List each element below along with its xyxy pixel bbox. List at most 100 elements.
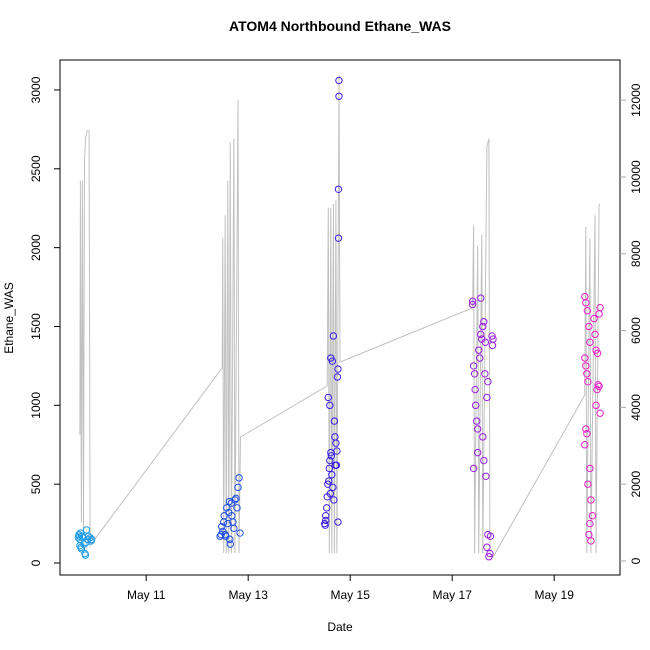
data-point	[333, 373, 342, 381]
data-point	[581, 441, 589, 449]
data-point	[325, 477, 333, 485]
data-point	[232, 494, 240, 503]
data-point	[484, 377, 492, 386]
y2-tick-label: 8000	[629, 240, 643, 267]
data-point	[326, 489, 335, 498]
x-tick-label: May 13	[229, 588, 269, 602]
y2-tick-label: 12000	[629, 83, 643, 117]
data-point	[481, 370, 489, 378]
data-point	[583, 370, 591, 378]
y2-tick-label: 6000	[629, 317, 643, 344]
data-point	[236, 529, 244, 537]
data-point	[582, 362, 590, 370]
data-point	[334, 234, 343, 242]
data-point	[586, 519, 594, 528]
data-point	[591, 330, 599, 339]
data-point	[224, 519, 232, 528]
data-point	[335, 92, 343, 100]
data-point	[480, 456, 488, 465]
data-point	[583, 307, 592, 315]
data-point	[476, 354, 484, 362]
data-point	[584, 480, 592, 488]
data-point	[468, 297, 477, 305]
data-point	[321, 521, 329, 529]
data-point	[326, 456, 334, 465]
data-point	[335, 76, 343, 85]
data-point	[231, 496, 239, 504]
data-point	[486, 549, 494, 558]
data-point	[329, 483, 337, 492]
data-point	[481, 338, 490, 346]
data-point	[596, 409, 604, 417]
data-point	[588, 512, 597, 520]
data-point	[223, 504, 231, 512]
data-point	[327, 452, 336, 460]
data-point	[485, 553, 493, 561]
x-axis-label: Date	[327, 620, 353, 634]
plot-frame	[59, 59, 621, 576]
chart-title: ATOM4 Northbound Ethane_WAS	[229, 18, 451, 34]
data-point	[323, 504, 331, 512]
data-point	[582, 299, 590, 307]
data-point	[333, 447, 341, 455]
data-point	[82, 538, 90, 547]
data-point	[583, 430, 591, 438]
data-point	[234, 483, 242, 492]
data-point	[472, 417, 481, 425]
y-tick-label: 2000	[29, 234, 43, 261]
data-point	[483, 393, 491, 402]
data-point	[477, 330, 485, 339]
data-point	[322, 516, 330, 525]
data-point	[322, 512, 330, 520]
data-point	[586, 464, 594, 473]
y-tick-label: 3000	[29, 76, 43, 103]
data-point	[226, 540, 235, 548]
data-point	[471, 385, 479, 394]
data-point	[479, 322, 487, 331]
data-point	[475, 346, 483, 354]
data-point	[328, 357, 337, 365]
data-point	[479, 433, 487, 441]
data-point	[468, 300, 477, 309]
data-point	[593, 349, 602, 357]
data-point	[471, 401, 480, 410]
data-point	[329, 332, 338, 340]
y2-tick-label: 2000	[629, 471, 643, 498]
data-point	[581, 354, 589, 362]
data-point	[82, 526, 91, 534]
data-point	[86, 534, 94, 542]
data-point	[477, 294, 485, 302]
data-point	[469, 464, 478, 473]
data-point	[226, 535, 234, 544]
data-point	[488, 341, 497, 350]
y2-tick-label: 4000	[629, 394, 643, 421]
data-point	[469, 362, 478, 370]
data-point	[76, 541, 84, 550]
data-point	[581, 292, 589, 301]
data-point	[584, 377, 592, 386]
data-point	[587, 537, 595, 545]
data-point	[334, 518, 342, 526]
y2-tick-label: 0	[629, 557, 643, 564]
data-point	[74, 534, 83, 542]
x-tick-label: May 11	[127, 588, 166, 602]
data-point	[587, 496, 595, 504]
data-point	[75, 532, 84, 540]
x-tick-label: May 19	[535, 588, 575, 602]
data-point	[324, 393, 332, 402]
data-point	[594, 381, 602, 389]
data-point	[582, 425, 590, 433]
data-point	[331, 461, 340, 469]
data-point	[585, 530, 593, 539]
data-point	[488, 332, 496, 340]
y-tick-label: 500	[29, 474, 43, 494]
data-point	[332, 439, 340, 447]
data-point	[80, 540, 88, 548]
data-point	[330, 496, 338, 504]
data-point	[483, 543, 491, 551]
data-point	[595, 310, 603, 318]
data-point	[595, 382, 603, 391]
data-point	[326, 401, 334, 410]
x-tick-label: May 17	[433, 588, 473, 602]
y-tick-label: 2500	[29, 155, 43, 182]
